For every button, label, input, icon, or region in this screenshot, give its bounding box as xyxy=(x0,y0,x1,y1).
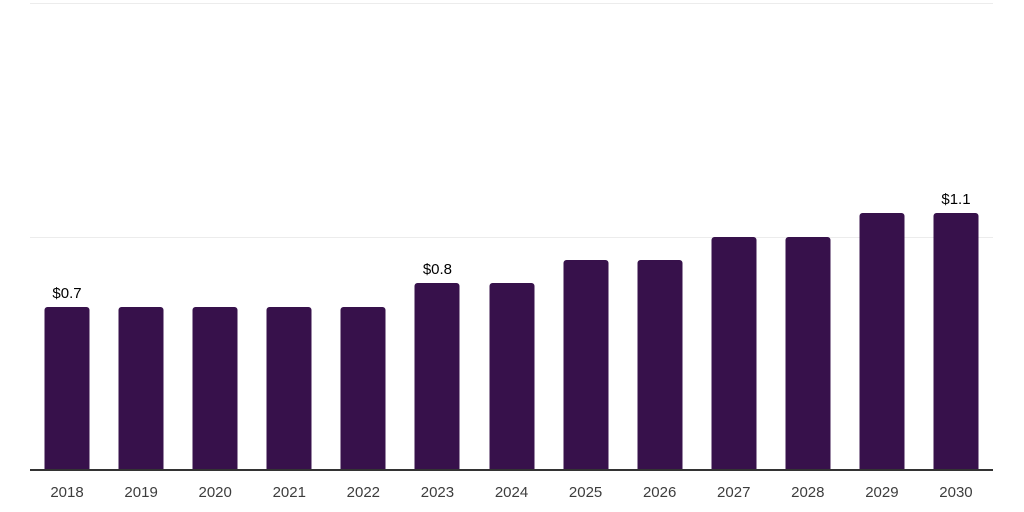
bar-2030 xyxy=(933,213,979,470)
bar-2018 xyxy=(44,306,90,470)
bar-2020 xyxy=(192,306,238,470)
x-tick-label-2022: 2022 xyxy=(346,484,381,501)
bar-band-2021 xyxy=(252,3,326,470)
bar-2024 xyxy=(489,283,534,470)
x-tick-label-2020: 2020 xyxy=(198,484,232,501)
gridline-mid xyxy=(30,236,993,238)
bar-band-2028 xyxy=(771,3,845,470)
bar-2021 xyxy=(266,306,312,470)
bar-band-2027 xyxy=(697,3,771,470)
x-tick-label-2026: 2026 xyxy=(642,484,677,501)
bar-2019 xyxy=(118,306,164,470)
bar-band-2022 xyxy=(326,3,400,470)
bar-2027 xyxy=(711,236,757,470)
x-tick-label-2030: 2030 xyxy=(939,484,973,501)
bar-value-label-2023: $0.8 xyxy=(422,261,453,279)
bar-2026 xyxy=(637,259,683,470)
x-tick-label-2021: 2021 xyxy=(272,484,306,501)
x-tick-label-2023: 2023 xyxy=(420,484,455,501)
bar-band-2026 xyxy=(623,3,697,470)
bar-band-2020 xyxy=(178,3,252,470)
bar-2028 xyxy=(785,236,831,470)
x-tick-label-2028: 2028 xyxy=(791,484,825,501)
x-tick-label-2024: 2024 xyxy=(494,484,529,501)
gridline-top xyxy=(30,3,993,4)
bars-container: $0.7 $0.8 $1.1 xyxy=(30,3,993,470)
bar-band-2025 xyxy=(549,3,623,470)
x-tick-label-2018: 2018 xyxy=(50,484,84,501)
bar-band-2019 xyxy=(104,3,178,470)
bar-band-2023: $0.8 xyxy=(400,3,474,470)
plot-area: $0.7 $0.8 $1.1 xyxy=(30,3,993,471)
bar-2022 xyxy=(340,306,386,470)
bar-band-2029 xyxy=(845,3,919,470)
bar-2025 xyxy=(563,259,609,470)
bar-band-2024 xyxy=(474,3,548,470)
bar-value-label-2018: $0.7 xyxy=(52,284,82,302)
x-tick-label-2027: 2027 xyxy=(717,484,751,501)
x-tick-label-2025: 2025 xyxy=(568,484,603,501)
x-axis-labels: 2018 2019 2020 2021 2022 2023 2024 2025 2026 2027… xyxy=(30,485,993,500)
bar-2029 xyxy=(859,213,905,470)
x-tick-label-2029: 2029 xyxy=(865,484,899,501)
x-tick-label-2019: 2019 xyxy=(124,484,158,501)
x-axis-line xyxy=(30,469,993,471)
bar-2023 xyxy=(414,283,460,470)
bar-band-2030: $1.1 xyxy=(919,3,993,470)
bar-value-label-2030: $1.1 xyxy=(941,191,971,209)
bar-band-2018: $0.7 xyxy=(30,3,104,470)
